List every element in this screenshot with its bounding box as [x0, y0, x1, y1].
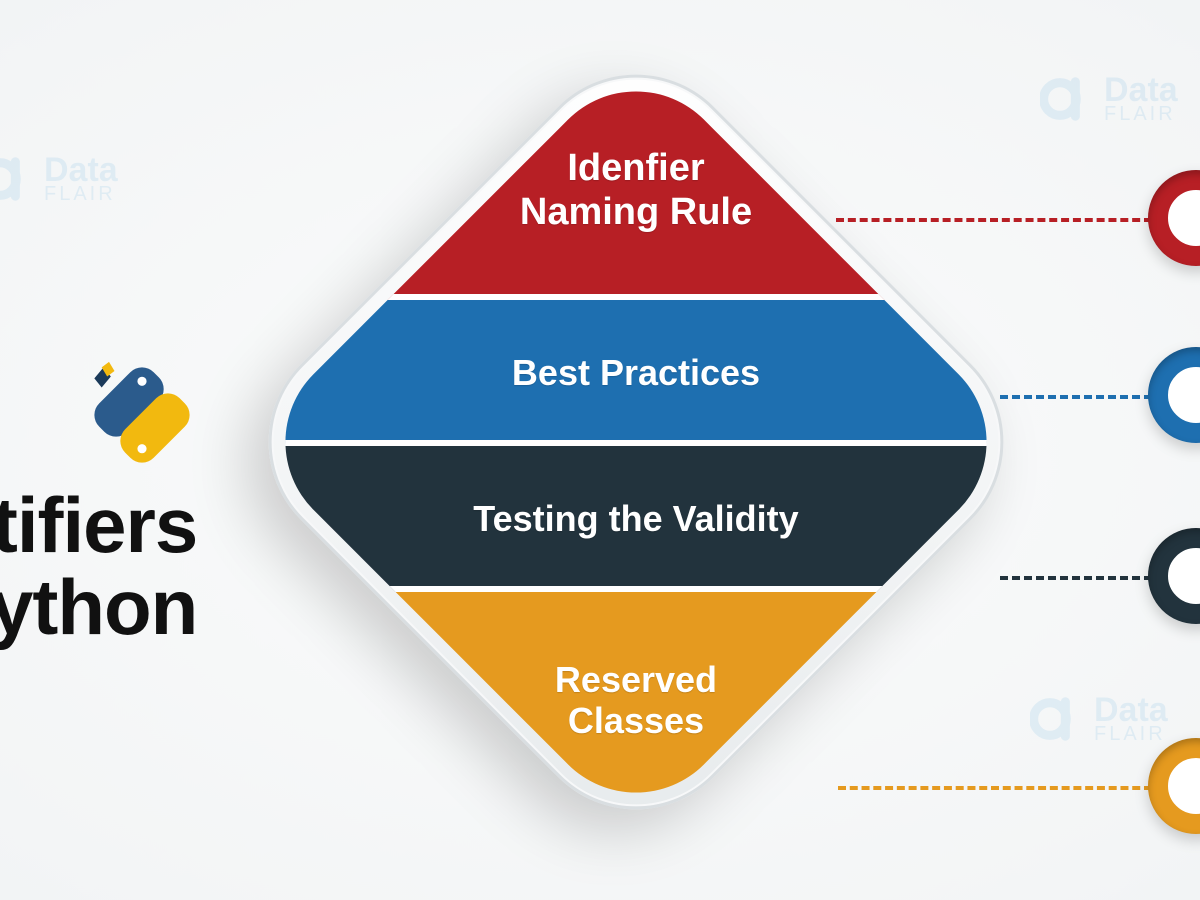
page-title-block: tifiers ython	[0, 360, 197, 649]
connector-2	[1000, 395, 1152, 399]
watermark: DataFLAIR	[0, 150, 118, 208]
ring-2	[1148, 347, 1200, 443]
band-reserved-classes: ReservedClasses	[246, 592, 1027, 808]
title-line-2: ython	[0, 567, 197, 649]
watermark: DataFLAIR	[1040, 70, 1178, 128]
diamond-clip: IdenfierNaming Rule Best Practices Testi…	[246, 52, 1027, 833]
watermark: DataFLAIR	[1030, 690, 1168, 748]
ring-4	[1148, 738, 1200, 834]
connector-1	[836, 218, 1152, 222]
diamond-diagram: IdenfierNaming Rule Best Practices Testi…	[276, 32, 996, 852]
band-identifier-naming: IdenfierNaming Rule	[246, 82, 1027, 300]
connector-3	[1000, 576, 1152, 580]
python-logo-icon	[87, 360, 197, 470]
connector-4	[838, 786, 1152, 790]
ring-3	[1148, 528, 1200, 624]
ring-1	[1148, 170, 1200, 266]
title-line-1: tifiers	[0, 485, 197, 567]
